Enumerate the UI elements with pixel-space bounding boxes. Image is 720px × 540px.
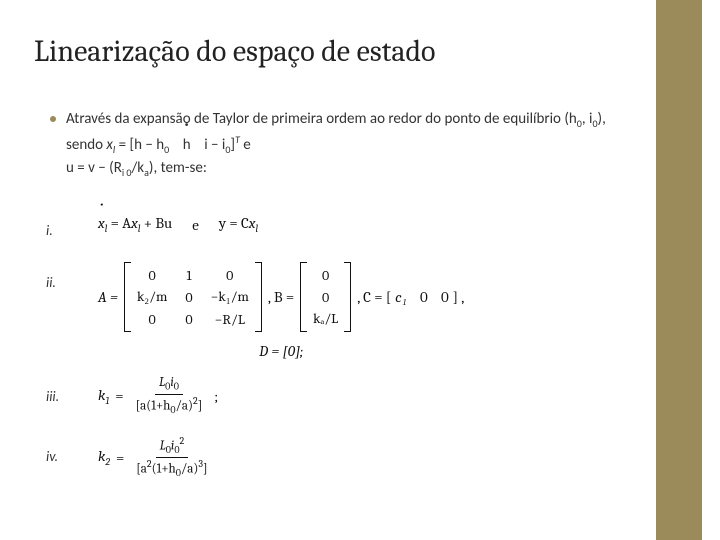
- matrix-B-label: , B =: [268, 288, 294, 306]
- eq-iii-fraction: L0i0 [a(1+h0/a)2]: [132, 376, 207, 417]
- bullet-xl: xl: [106, 136, 115, 154]
- bullet-item: Através da expansão de Taylor de primeir…: [50, 108, 630, 181]
- bullet-dot-icon: [50, 116, 56, 122]
- roman-i: i.: [46, 210, 72, 239]
- bullet-eqopen: = [: [115, 136, 134, 154]
- bullet-prefix: Através da expansão de Taylor de primeir…: [66, 110, 569, 128]
- matrix-A-label: A =: [98, 288, 118, 306]
- eq-iv-math: k2 = L0i02 [a2(1+h0/a)3]: [98, 436, 214, 480]
- bullet-i0: i0: [589, 110, 598, 128]
- eq-i-math: xl = Axl + Bu e y = Cxl: [98, 214, 258, 235]
- bullet-and: e: [240, 136, 251, 154]
- equation-iii: iii. k1 = L0i0 [a(1+h0/a)2] ;: [46, 376, 218, 417]
- eq-ii-math: A = 010 k₂/m0−k₁/m 00−R/L , B = 0 0: [98, 262, 464, 360]
- bullet-gap2: [191, 136, 205, 154]
- equation-iv: iv. k2 = L0i02 [a2(1+h0/a)3]: [46, 436, 214, 480]
- bullet-gap1: [169, 136, 183, 154]
- bullet-term1: h − h0: [134, 136, 169, 154]
- eq-iv-fraction: L0i02 [a2(1+h0/a)3]: [132, 436, 211, 480]
- matrix-D: D = [0];: [259, 342, 303, 360]
- matrix-C-label: , C = [: [357, 288, 391, 306]
- matrix-C-row: c₁ 0 0: [395, 288, 449, 307]
- bullet-sep: ,: [582, 110, 589, 128]
- slide-title: Linearização do espaço de estado: [34, 34, 435, 69]
- slide: Linearização do espaço de estado Através…: [0, 0, 720, 540]
- eq-iii-math: k1 = L0i0 [a(1+h0/a)2] ;: [98, 376, 218, 417]
- matrix-B: 0 0 kₐ/L: [300, 262, 351, 332]
- roman-ii: ii.: [46, 262, 72, 291]
- matrix-C-close: ] ,: [453, 288, 465, 306]
- bullet-term2-hdot: h: [183, 134, 191, 157]
- roman-iii: iii.: [46, 376, 72, 405]
- matrix-A: 010 k₂/m0−k₁/m 00−R/L: [124, 262, 262, 332]
- roman-iv: iv.: [46, 436, 72, 465]
- accent-sidebar: [656, 0, 702, 540]
- bullet-line2: u = v − (Ri 0/ka), tem-se:: [66, 159, 207, 177]
- equation-i: i. xl = Axl + Bu e y = Cxl: [46, 210, 258, 239]
- equation-ii: ii. A = 010 k₂/m0−k₁/m 00−R/L , B =: [46, 262, 464, 360]
- bullet-text: Através da expansão de Taylor de primeir…: [66, 108, 630, 181]
- bullet-term3: i − i0: [204, 136, 230, 154]
- bullet-h0: h0: [569, 110, 582, 128]
